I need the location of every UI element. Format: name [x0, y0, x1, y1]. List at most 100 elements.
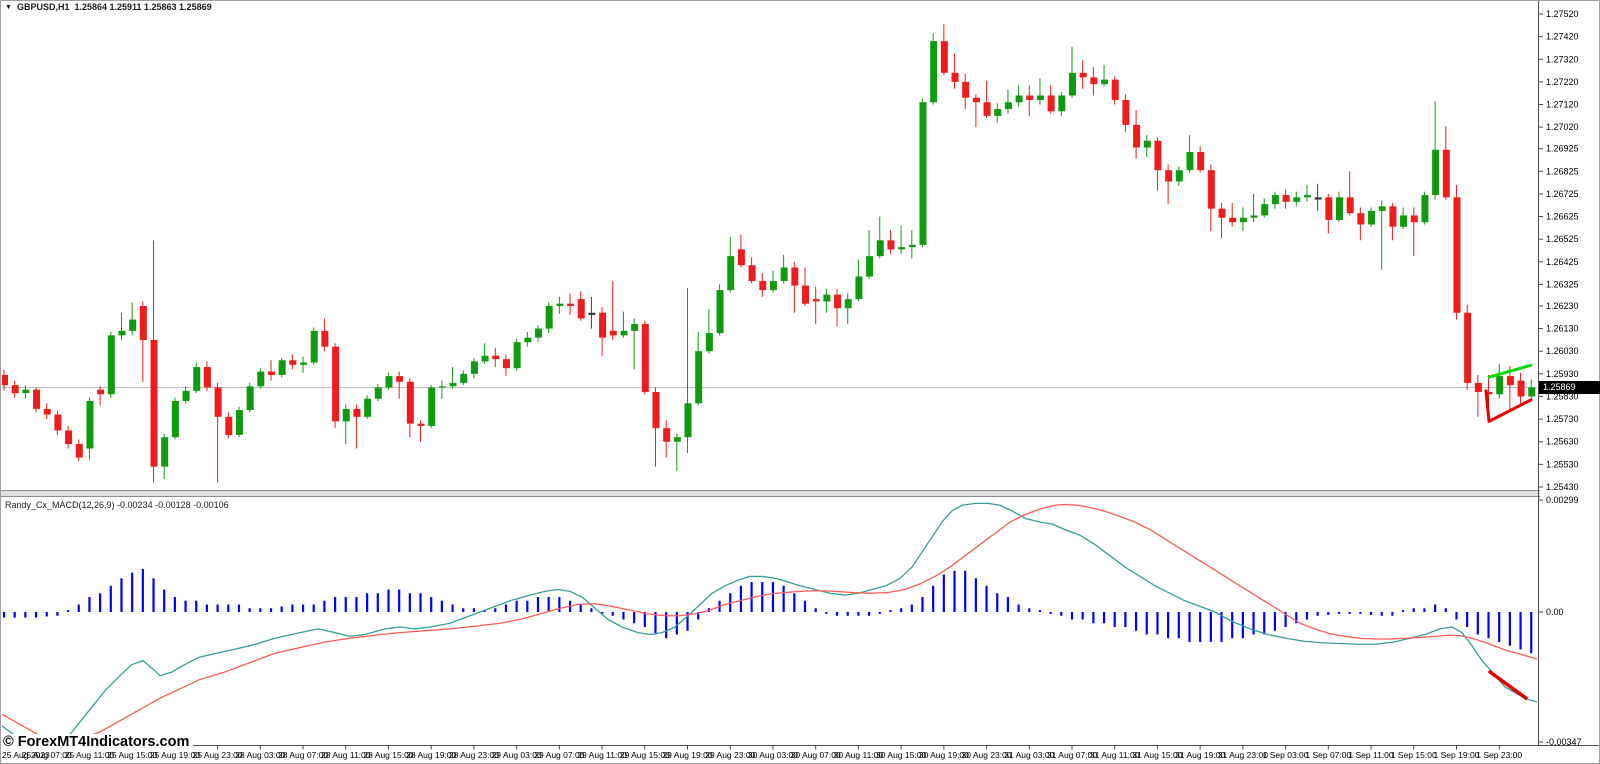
- macd-axis-label: 0.00299: [1546, 495, 1579, 505]
- candle-body: [1325, 197, 1333, 220]
- time-axis-label: 29 Aug 07:00: [534, 750, 584, 760]
- candle-body: [332, 346, 340, 422]
- candle-body: [940, 41, 948, 73]
- candle-body: [278, 360, 286, 375]
- candle-body: [11, 385, 19, 394]
- candle-body: [1528, 387, 1536, 397]
- time-axis-label: 30 Aug 11:00: [834, 750, 884, 760]
- candle-body: [994, 109, 1002, 116]
- candle-body: [118, 330, 126, 336]
- candle-body: [246, 386, 254, 411]
- candle-body: [1496, 376, 1504, 395]
- candle-body: [962, 81, 970, 98]
- candle-body: [1282, 195, 1290, 202]
- macd-sell-alert-segment: [1488, 670, 1528, 700]
- candle-body: [225, 416, 233, 435]
- candle-body: [353, 408, 361, 417]
- time-axis-label: 31 Aug 19:00: [1175, 750, 1225, 760]
- candle-body: [161, 437, 169, 467]
- candle-body: [235, 410, 243, 435]
- candle-body: [1047, 95, 1055, 112]
- candle-body: [834, 294, 842, 309]
- candle-body: [1314, 197, 1322, 200]
- candle-body: [1485, 391, 1493, 395]
- time-axis-label: 30 Aug 03:00: [748, 750, 798, 760]
- candle-body: [1069, 72, 1076, 96]
- candle-body: [844, 299, 852, 309]
- candle-body: [470, 361, 478, 374]
- candle-body: [652, 391, 660, 429]
- price-axis-label: 1.27320: [1546, 54, 1579, 64]
- symbol-header: ▼ GBPUSD,H1 1.25864 1.25911 1.25863 1.25…: [5, 2, 212, 12]
- candle-body: [1111, 79, 1119, 100]
- price-axis-label: 1.25430: [1546, 482, 1579, 492]
- candle-body: [1378, 206, 1386, 211]
- time-axis-label: 25 Aug 19:00: [150, 750, 200, 760]
- candle-body: [567, 303, 575, 306]
- candle-body: [1346, 197, 1354, 214]
- time-axis-label: 1 Sep 03:00: [1263, 750, 1309, 760]
- candle-body: [1303, 195, 1311, 198]
- candle-body: [268, 371, 275, 375]
- macd-axis-label: -0.00347: [1546, 737, 1582, 747]
- candle-body: [492, 355, 500, 360]
- time-axis-label: 31 Aug 23:00: [1218, 750, 1268, 760]
- candles-layer: [2, 24, 1536, 483]
- price-axis[interactable]: 1.27520 1.27420 1.27320 1.27220 1.27120 1.270…: [1538, 9, 1579, 492]
- panel-separator[interactable]: [0, 490, 1540, 497]
- time-axis-label: 31 Aug 15:00: [1132, 750, 1182, 760]
- candle-body: [898, 247, 906, 250]
- time-axis-label: 1 Sep 23:00: [1476, 750, 1522, 760]
- price-axis-label: 1.26825: [1546, 166, 1579, 176]
- candle-body: [524, 337, 532, 343]
- candle-body: [791, 267, 799, 286]
- macd-panel[interactable]: [0, 502, 1537, 750]
- time-axis-label: 29 Aug 19:00: [662, 750, 712, 760]
- candle-body: [2, 374, 8, 386]
- price-axis-label: 1.27120: [1546, 100, 1579, 110]
- candle-body: [983, 102, 991, 116]
- price-axis-label: 1.26725: [1546, 189, 1579, 199]
- candle-body: [1101, 79, 1109, 85]
- candle-body: [1442, 149, 1450, 198]
- candle-body: [577, 299, 585, 319]
- candle-body: [417, 423, 425, 426]
- candle-body: [588, 312, 596, 315]
- candle-body: [203, 367, 211, 388]
- time-axis-label: 30 Aug 15:00: [876, 750, 926, 760]
- symbol-ohlc-values: 1.25864 1.25911 1.25863 1.25869: [74, 2, 212, 12]
- candle-body: [1250, 215, 1258, 218]
- candle-body: [1004, 102, 1012, 110]
- green-trendline[interactable]: [1487, 363, 1533, 379]
- candle-body: [1122, 100, 1130, 125]
- symbol-dropdown-icon[interactable]: ▼: [5, 3, 12, 11]
- candle-body: [1474, 382, 1482, 392]
- candle-body: [310, 330, 318, 363]
- price-axis-label: 1.27020: [1546, 122, 1579, 132]
- time-axis-label: 30 Aug 23:00: [962, 750, 1012, 760]
- candle-body: [321, 330, 329, 347]
- candle-body: [1218, 208, 1226, 218]
- price-axis-label: 1.25530: [1546, 459, 1579, 469]
- candle-body: [802, 285, 809, 304]
- candle-body: [930, 41, 938, 103]
- candle-body: [1410, 215, 1418, 223]
- time-axis-label: 28 Aug 23:00: [449, 750, 499, 760]
- candle-body: [1207, 170, 1215, 209]
- candle-body: [374, 387, 382, 399]
- time-axis-label: 1 Sep 11:00: [1348, 750, 1393, 760]
- red-trendline[interactable]: [1484, 389, 1533, 423]
- time-axis-label: 1 Sep 19:00: [1434, 750, 1480, 760]
- candle-body: [75, 444, 83, 458]
- time-axis-label: 31 Aug 11:00: [1090, 750, 1140, 760]
- macd-axis[interactable]: 0.00299 0.00 -0.00347: [1538, 495, 1582, 747]
- price-axis-label: 1.26230: [1546, 301, 1579, 311]
- main-chart-panel[interactable]: [1, 24, 1537, 483]
- candle-body: [97, 389, 105, 395]
- time-axis-label: 28 Aug 19:00: [406, 750, 456, 760]
- time-axis-label: 25 Aug 07:00: [22, 750, 72, 760]
- candle-body: [972, 97, 980, 103]
